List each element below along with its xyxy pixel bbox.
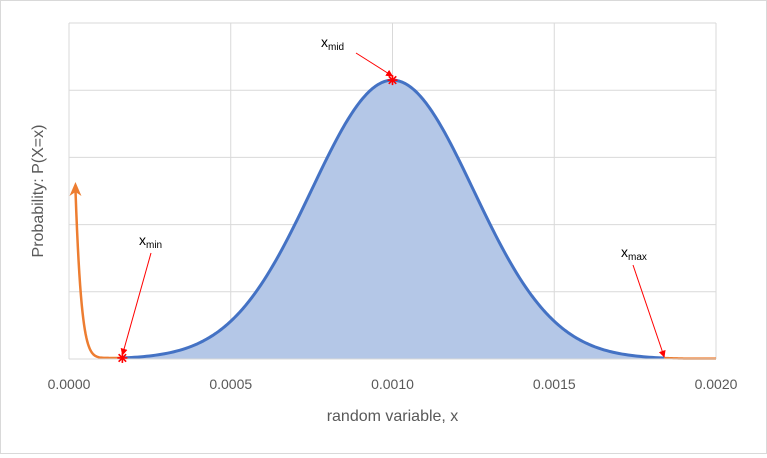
x-tick-label: 0.0020 <box>695 376 738 392</box>
x-tick-label: 0.0015 <box>533 376 576 392</box>
x-tick-label: 0.0010 <box>371 376 414 392</box>
annotation-arrow-xmax <box>632 264 666 358</box>
x-tick-label: 0.0000 <box>48 376 91 392</box>
x-axis-title: random variable, x <box>327 408 459 425</box>
annotation-arrow-xmid <box>355 52 394 77</box>
annotation-xmin: xmin <box>139 232 162 251</box>
y-axis-title: Probability: P(X=x) <box>30 125 47 258</box>
annotation-arrow-xmin <box>120 252 152 356</box>
annotation-xmid: xmid <box>321 34 344 53</box>
x-tick-label: 0.0005 <box>209 376 252 392</box>
annotation-xmax: xmax <box>621 244 647 263</box>
annotation-layer: xmid xmin xmax <box>120 34 666 358</box>
x-mid-marker <box>387 75 398 86</box>
x-tick-labels: 0.0000 0.0005 0.0010 0.0015 0.0020 <box>48 376 738 392</box>
marker-layer <box>117 75 398 363</box>
distribution-area <box>122 80 665 359</box>
tail-arrowhead <box>69 181 82 196</box>
left-tail-curve <box>74 189 123 360</box>
